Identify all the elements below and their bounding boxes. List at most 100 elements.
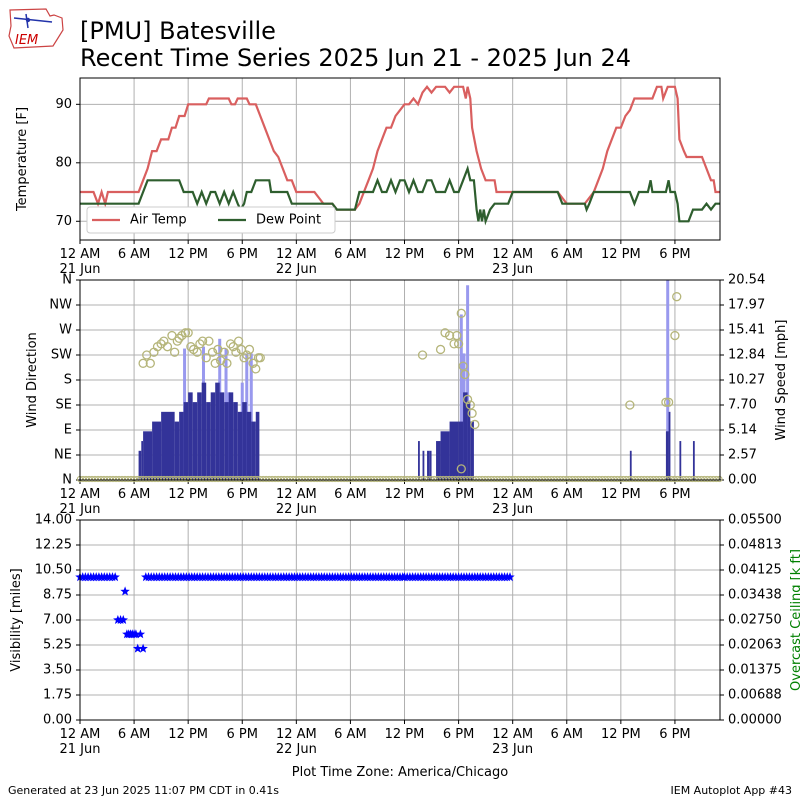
wind-direction-point	[625, 400, 635, 410]
wind-speed-tick-label: 7.70	[728, 398, 757, 413]
wind-dir-tick-label: N	[62, 273, 72, 288]
wind-calm-point	[521, 475, 528, 483]
wind-calm-point	[368, 475, 375, 483]
wind-direction-point	[251, 364, 261, 374]
wind-calm-point	[293, 475, 300, 483]
wind-calm-point	[217, 475, 225, 483]
wind-calm-point	[88, 475, 96, 483]
ceiling-tick-label: 0.05500	[728, 513, 782, 528]
wind-calm-point	[184, 475, 192, 483]
wind-calm-point	[229, 475, 237, 483]
wind-calm-point	[479, 475, 486, 483]
vis-tick-label: 12.25	[35, 538, 72, 553]
wind-calm-point	[401, 475, 408, 483]
wind-tick-label-x: 12 AM	[492, 487, 533, 502]
wind-calm-point	[494, 475, 501, 483]
dew-point-line	[80, 164, 720, 226]
chart-title-range: Recent Time Series 2025 Jun 21 - 2025 Ju…	[80, 44, 632, 72]
wind-direction-point	[197, 336, 208, 346]
wind-calm-point	[187, 475, 195, 483]
wind-speed-tick-label: 20.54	[728, 273, 765, 288]
wind-calm-point	[659, 475, 666, 483]
wind-calm-point	[533, 475, 540, 483]
wind-speed-bar	[467, 402, 471, 480]
temp-tick-label-x: 6 PM	[659, 247, 690, 262]
wind-calm-point	[695, 475, 702, 483]
wind-calm-point	[704, 475, 711, 483]
wind-tick-label-x: 12 AM	[60, 487, 101, 502]
wind-direction-point	[255, 353, 265, 363]
wind-calm-point	[650, 475, 657, 483]
wind-calm-point	[266, 475, 273, 483]
wind-speed-bar	[251, 421, 256, 480]
wind-speed-tick-label: 2.57	[728, 448, 757, 463]
wind-calm-point	[253, 475, 261, 483]
footer-app: IEM Autoplot App #43	[670, 784, 793, 797]
ceiling-tick-label: 0.02750	[728, 613, 782, 628]
wind-speed-bar	[152, 421, 162, 480]
wind-calm-point	[380, 475, 387, 483]
vis-tick-label-x: 6 AM	[334, 727, 367, 742]
wind-calm-point	[398, 475, 405, 483]
wind-calm-point	[281, 475, 288, 483]
wind-direction-point	[470, 419, 480, 430]
wind-dir-tick-label: N	[62, 473, 72, 488]
wind-calm-point	[590, 475, 597, 483]
wind-speed-bar	[665, 431, 669, 480]
wind-direction-point	[661, 397, 671, 407]
wind-speed-bar	[228, 392, 234, 480]
wind-calm-point	[317, 475, 324, 483]
wind-calm-point	[545, 475, 552, 483]
vis-tick-label-x: 6 PM	[659, 727, 690, 742]
wind-speed-bar	[470, 421, 474, 480]
wind-calm-point	[482, 475, 489, 483]
wind-calm-point	[500, 475, 507, 483]
vis-tick-label: 5.25	[43, 638, 72, 653]
ceiling-tick-label: 0.04813	[728, 538, 782, 553]
wind-calm-point	[299, 475, 306, 483]
wind-speed-bar	[449, 421, 459, 480]
wind-calm-point	[383, 475, 390, 483]
wind-direction-point	[231, 347, 241, 357]
wind-calm-point	[554, 475, 561, 483]
ceiling-axis-label: Overcast Ceiling [k ft]	[789, 549, 800, 691]
wind-calm-point	[710, 475, 717, 483]
wind-speed-bar	[463, 392, 468, 480]
wind-calm-point	[250, 475, 258, 483]
wind-direction-point	[145, 358, 155, 368]
temp-legend-box	[86, 206, 336, 234]
wind-calm-point	[485, 475, 492, 483]
wind-direction-point	[440, 328, 450, 338]
wind-dir-tick-label: NE	[54, 448, 72, 463]
wind-calm-point	[413, 475, 420, 483]
wind-calm-point	[109, 475, 117, 483]
ceiling-tick-label: 0.00000	[728, 713, 782, 728]
wind-calm-point	[100, 475, 108, 483]
wind-calm-point	[97, 475, 105, 483]
wind-direction-point	[201, 353, 211, 363]
wind-calm-point	[563, 475, 570, 483]
wind-calm-point	[548, 475, 555, 483]
footer-generated: Generated at 23 Jun 2025 11:07 PM CDT in…	[8, 784, 280, 797]
wind-calm-point	[121, 475, 129, 483]
ceiling-tick-label: 0.04125	[728, 563, 782, 578]
wind-calm-point	[208, 475, 216, 483]
wind-calm-point	[575, 475, 582, 483]
wind-calm-point	[440, 475, 447, 483]
wind-calm-point	[602, 475, 609, 483]
visibility-point	[131, 629, 141, 639]
chart-title-station: [PMU] Batesville	[80, 17, 276, 45]
wind-calm-point	[605, 475, 612, 483]
wind-calm-point	[133, 475, 141, 483]
wind-calm-point	[509, 475, 516, 483]
wind-calm-point	[662, 475, 669, 483]
temp-tick-label-x: 12 AM	[276, 247, 317, 262]
wind-calm-point	[175, 475, 183, 483]
wind-calm-point	[323, 475, 330, 483]
wind-calm-point	[566, 475, 573, 483]
wind-direction-point	[174, 333, 184, 343]
wind-calm-point	[235, 475, 243, 483]
wind-calm-point	[437, 475, 444, 483]
wind-speed-bar	[201, 382, 207, 480]
wind-speed-bar	[219, 392, 225, 480]
